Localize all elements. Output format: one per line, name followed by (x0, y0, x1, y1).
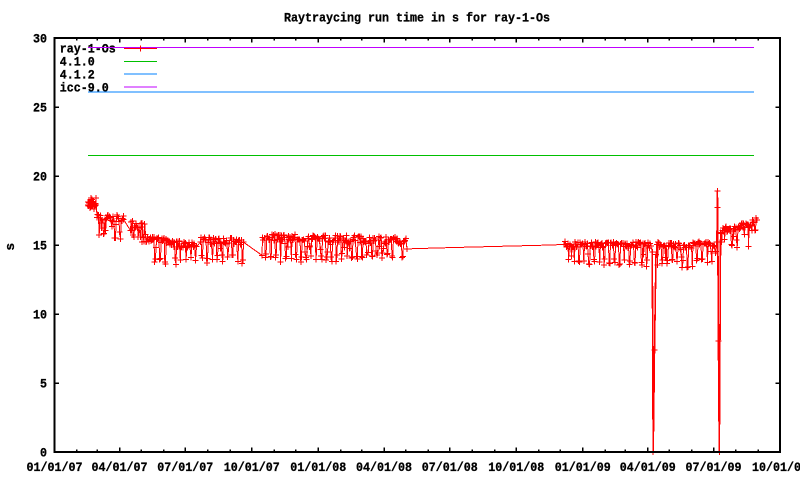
svg-text:s: s (3, 243, 18, 251)
svg-text:4.1.2: 4.1.2 (60, 67, 95, 82)
svg-text:04/01/09: 04/01/09 (620, 460, 676, 475)
svg-text:0: 0 (40, 446, 47, 461)
svg-text:10/01/07: 10/01/07 (224, 460, 280, 475)
svg-text:04/01/08: 04/01/08 (356, 460, 412, 475)
svg-text:30: 30 (33, 32, 47, 47)
svg-text:5: 5 (40, 377, 47, 392)
svg-text:10/01/09: 10/01/09 (752, 460, 800, 475)
svg-text:01/01/09: 01/01/09 (555, 460, 611, 475)
svg-text:01/01/08: 01/01/08 (290, 460, 346, 475)
svg-text:10: 10 (33, 308, 47, 323)
svg-text:01/01/07: 01/01/07 (27, 460, 83, 475)
svg-text:15: 15 (33, 239, 47, 254)
svg-text:25: 25 (33, 101, 47, 116)
svg-text:10/01/08: 10/01/08 (488, 460, 544, 475)
svg-text:07/01/08: 07/01/08 (422, 460, 478, 475)
svg-text:4.1.0: 4.1.0 (60, 55, 95, 70)
svg-text:04/01/07: 04/01/07 (92, 460, 148, 475)
svg-text:20: 20 (33, 170, 47, 185)
svg-text:icc-9.0: icc-9.0 (60, 80, 109, 95)
svg-text:07/01/07: 07/01/07 (157, 460, 213, 475)
svg-text:ray-1-Os: ray-1-Os (60, 42, 116, 57)
svg-text:Raytraycing run time in s for: Raytraycing run time in s for ray-1-Os (284, 11, 550, 26)
svg-text:07/01/09: 07/01/09 (686, 460, 742, 475)
